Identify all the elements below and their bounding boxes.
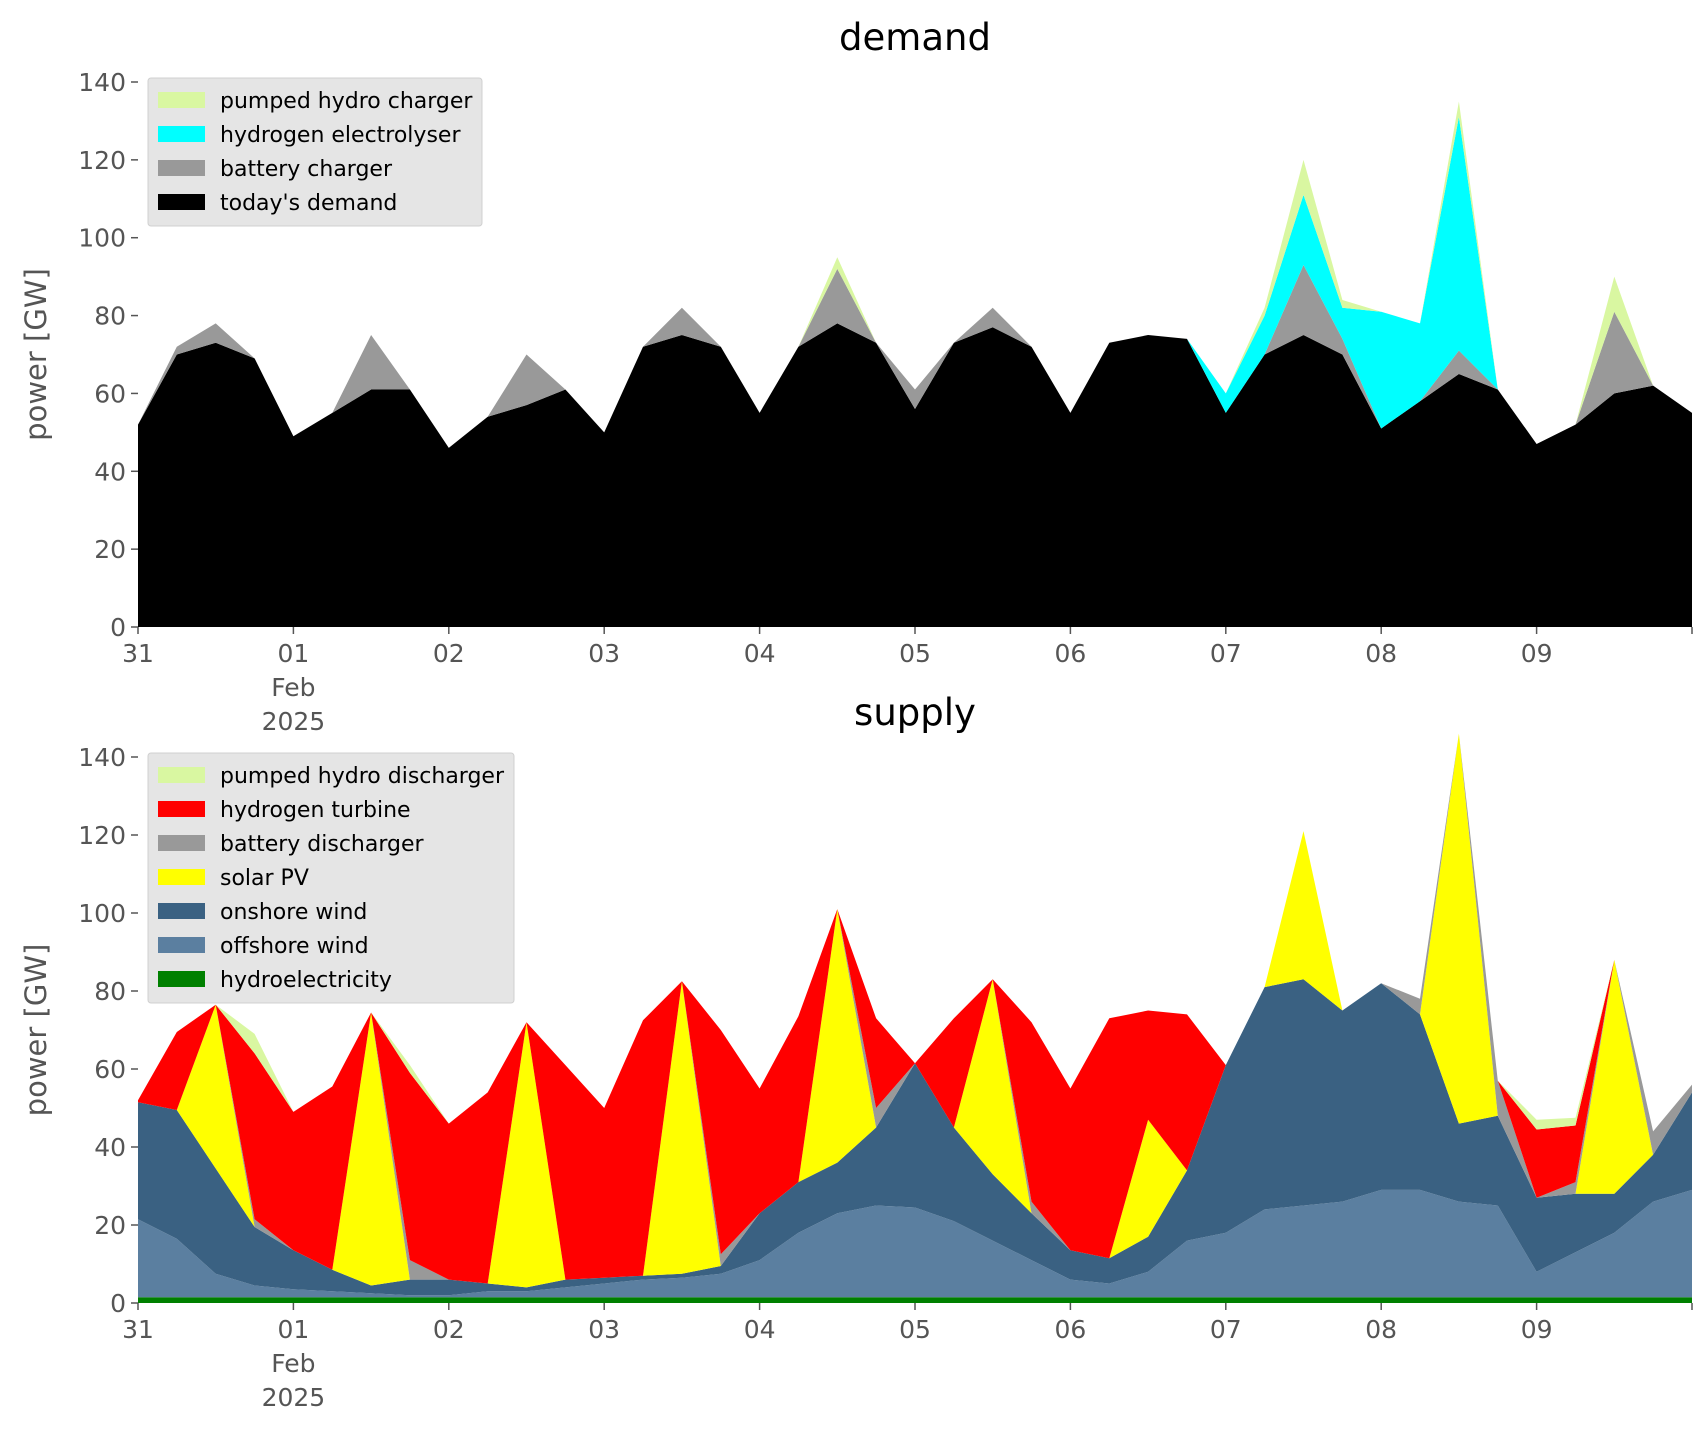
supply-x-tick-label: Feb (271, 1349, 315, 1378)
demand-legend-swatch-pumped-hydro-charger (158, 92, 205, 108)
supply-y-tick-label: 80 (94, 977, 126, 1006)
supply-y-tick-label: 0 (110, 1289, 126, 1318)
demand-area-pumped-hydro-charger (138, 101, 1692, 448)
demand-x-tick-label: Feb (271, 673, 315, 702)
supply-y-tick-label: 120 (78, 821, 126, 850)
demand-legend-label-hydrogen-electrolyser: hydrogen electrolyser (220, 123, 461, 148)
supply-legend-box (147, 752, 515, 1004)
demand-area-today-s-demand (138, 323, 1692, 627)
supply-legend-swatch-hydrogen-turbine (158, 801, 205, 817)
demand-y-tick-label: 100 (78, 224, 126, 253)
supply-area-onshore-wind (138, 979, 1692, 1296)
demand-x-tick-label: 31 (122, 639, 154, 668)
demand-x-tick-label: 09 (1521, 639, 1553, 668)
demand-legend-label-battery-charger: battery charger (220, 157, 393, 182)
supply-legend-label-solar-pv: solar PV (220, 866, 309, 891)
demand-legend-swatch-battery-charger (158, 160, 205, 176)
supply-y-tick-label: 100 (78, 899, 126, 928)
demand-area-battery-charger (138, 265, 1692, 448)
supply-y-tick-label: 140 (78, 743, 126, 772)
supply-x-tick-label: 06 (1054, 1315, 1086, 1344)
supply-y-tick-label: 20 (94, 1211, 126, 1240)
supply-y-tick-label: 60 (94, 1055, 126, 1084)
supply-legend: pumped hydro discharger hydrogen turbine b… (147, 752, 515, 1004)
supply-legend-swatch-hydroelectricity (158, 971, 205, 987)
demand-x-tick-label: 02 (433, 639, 465, 668)
supply-legend-label-hydroelectricity: hydroelectricity (220, 968, 392, 993)
demand-x-tick-label: 08 (1365, 639, 1397, 668)
supply-y-axis-label: power [GW] (19, 944, 53, 1117)
supply-legend-label-battery-discharger: battery discharger (220, 832, 425, 857)
supply-legend-swatch-solar-pv (158, 869, 205, 885)
demand-area-hydrogen-electrolyser (138, 117, 1692, 448)
supply-legend-label-offshore-wind: offshore wind (220, 934, 369, 959)
demand-x-tick-label: 07 (1210, 639, 1242, 668)
demand-y-tick-label: 120 (78, 146, 126, 175)
supply-area-hydroelectricity (138, 1297, 1692, 1303)
supply-x-tick-label: 08 (1365, 1315, 1397, 1344)
supply-legend-swatch-battery-discharger (158, 835, 205, 851)
demand-y-tick-label: 140 (78, 68, 126, 97)
supply-legend-swatch-offshore-wind (158, 937, 205, 953)
demand-y-axis-label: power [GW] (19, 268, 53, 441)
demand-y-tick-label: 60 (94, 379, 126, 408)
demand-legend-swatch-today-s-demand (158, 194, 205, 210)
demand-x-tick-label: 04 (744, 639, 776, 668)
supply-chart-title: supply (854, 691, 976, 734)
supply-area-offshore-wind (138, 1189, 1692, 1298)
demand-y-tick-label: 0 (110, 613, 126, 642)
supply-x-tick-label: 31 (122, 1315, 154, 1344)
supply-x-tick-label: 09 (1521, 1315, 1553, 1344)
demand-chart-title: demand (839, 16, 991, 59)
demand-y-tick-label: 20 (94, 535, 126, 564)
demand-y-tick-label: 40 (94, 457, 126, 486)
supply-legend-swatch-pumped-hydro-discharger (158, 767, 205, 783)
demand-legend-swatch-hydrogen-electrolyser (158, 126, 205, 142)
supply-area-hydrogen-turbine (138, 733, 1692, 1284)
supply-legend-label-onshore-wind: onshore wind (220, 900, 367, 925)
supply-x-tick-label: 04 (744, 1315, 776, 1344)
demand-legend-label-pumped-hydro-charger: pumped hydro charger (220, 89, 473, 114)
demand-x-tick-label: 2025 (262, 707, 326, 736)
supply-legend-swatch-onshore-wind (158, 903, 205, 919)
demand-x-tick-label: 06 (1054, 639, 1086, 668)
demand-legend: pumped hydro charger hydrogen electrolyse… (147, 77, 483, 227)
demand-legend-box (147, 77, 483, 227)
supply-x-tick-label: 02 (433, 1315, 465, 1344)
demand-x-tick-label: 05 (899, 639, 931, 668)
supply-x-tick-label: 05 (899, 1315, 931, 1344)
supply-x-tick-label: 2025 (262, 1383, 326, 1412)
supply-area-solar-pv (138, 733, 1692, 1288)
demand-x-tick-label: 03 (588, 639, 620, 668)
demand-y-tick-label: 80 (94, 302, 126, 331)
demand-legend-label-today-s-demand: today's demand (220, 191, 397, 216)
supply-x-tick-label: 03 (588, 1315, 620, 1344)
supply-x-tick-label: 01 (277, 1315, 309, 1344)
supply-legend-label-pumped-hydro-discharger: pumped hydro discharger (220, 764, 505, 789)
supply-y-tick-label: 40 (94, 1133, 126, 1162)
supply-x-tick-label: 07 (1210, 1315, 1242, 1344)
supply-legend-label-hydrogen-turbine: hydrogen turbine (220, 798, 411, 823)
demand-x-tick-label: 01 (277, 639, 309, 668)
